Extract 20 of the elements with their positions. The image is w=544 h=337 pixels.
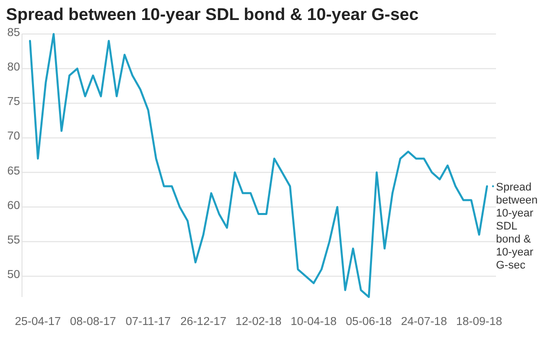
y-tick-label: 70	[7, 130, 20, 143]
line-series	[29, 33, 488, 298]
y-tick-label: 50	[7, 269, 20, 282]
series-label: Spread between 10-year SDL bond & 10-year G-sec	[496, 181, 538, 272]
y-tick-label: 60	[7, 200, 20, 212]
x-tick-label: 07-11-17	[126, 316, 171, 328]
y-tick-label: 85	[7, 26, 20, 39]
x-tick-label: 26-12-17	[180, 316, 226, 328]
x-tick-label: 12-02-18	[235, 316, 282, 328]
x-tick-label: 05-06-18	[346, 316, 392, 328]
x-tick-label: 25-04-17	[14, 316, 61, 328]
y-tick-label: 80	[7, 61, 20, 74]
y-tick-label: 65	[7, 165, 20, 178]
y-tick-label: 75	[7, 96, 20, 108]
x-tick-label: 08-08-17	[70, 316, 116, 328]
x-tick-label: 18-09-18	[456, 316, 502, 328]
x-tick-label: 10-04-18	[290, 316, 337, 328]
x-tick-label: 24-07-18	[400, 316, 447, 328]
y-tick-label: 55	[7, 234, 20, 247]
chart-title: Spread between 10-year SDL bond & 10-year G-sec	[6, 5, 419, 24]
